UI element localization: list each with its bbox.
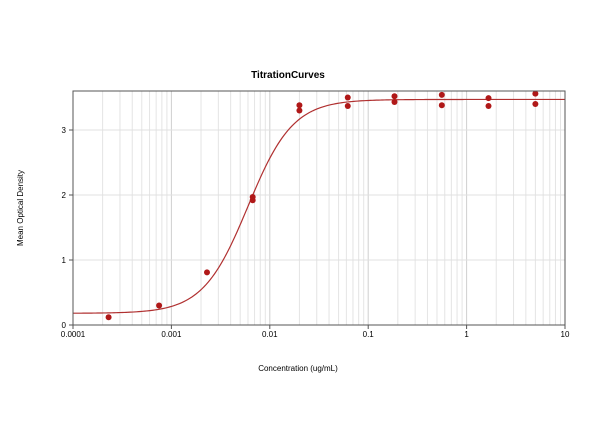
x-axis-label: Concentration (ug/mL) — [258, 364, 338, 373]
data-point — [156, 302, 163, 309]
data-point — [532, 90, 539, 97]
data-point — [203, 269, 210, 276]
plot-area — [72, 90, 566, 326]
data-point — [296, 107, 303, 114]
data-points — [105, 90, 539, 321]
x-tick-label: 0.001 — [161, 330, 182, 339]
y-tick-label: 0 — [62, 321, 67, 330]
data-point — [485, 95, 492, 102]
x-tick-label: 10 — [561, 330, 570, 339]
x-tick-label: 0.1 — [363, 330, 375, 339]
y-tick-label: 1 — [62, 256, 67, 265]
grid-lines — [73, 91, 565, 325]
fit-curve — [72, 98, 565, 314]
x-tick-label: 1 — [464, 330, 469, 339]
x-tick-label: 0.01 — [262, 330, 278, 339]
data-point — [438, 91, 445, 98]
y-axis-label: Mean Optical Density — [16, 170, 25, 246]
data-point — [249, 193, 256, 200]
chart-title: TitrationCurves — [251, 70, 325, 81]
data-point — [344, 94, 351, 101]
data-point — [344, 102, 351, 109]
data-point — [438, 102, 445, 109]
data-point — [105, 314, 112, 321]
plot-background — [73, 91, 565, 325]
y-tick-label: 2 — [62, 191, 67, 200]
y-tick-label: 3 — [62, 126, 67, 135]
data-point — [485, 102, 492, 109]
data-point — [296, 102, 303, 109]
x-tick-label: 0.0001 — [61, 330, 86, 339]
data-point — [391, 93, 398, 100]
data-point — [391, 99, 398, 106]
data-point — [532, 101, 539, 107]
x-axis-ticks: 0.0001 0.001 0.01 0.1 1 10 — [61, 325, 570, 339]
y-axis-ticks: 0 1 2 3 — [62, 126, 73, 330]
plot-frame — [72, 90, 566, 326]
